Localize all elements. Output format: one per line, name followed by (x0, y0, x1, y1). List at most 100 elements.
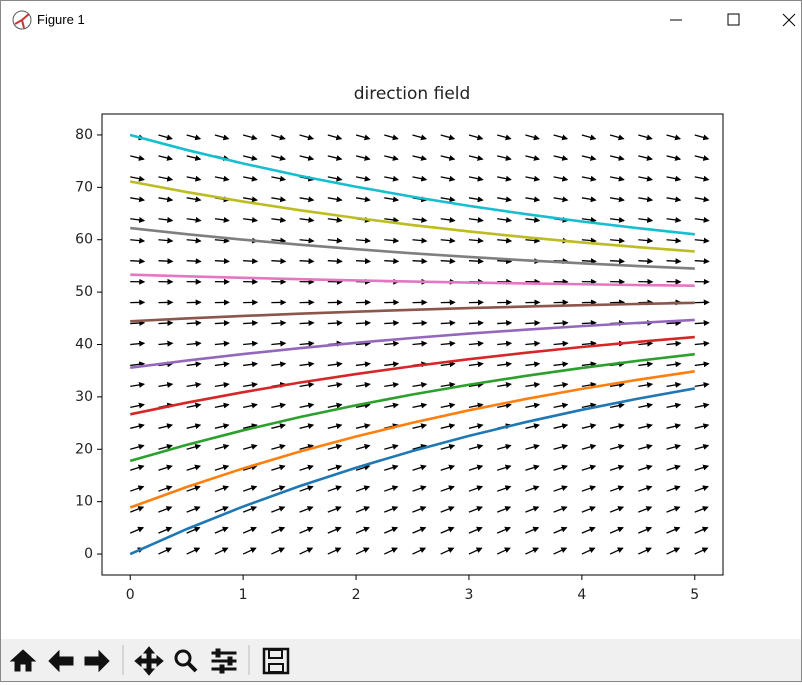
field-arrow (610, 466, 623, 470)
field-arrow (554, 364, 568, 366)
field-arrow (638, 198, 652, 200)
field-arrow (413, 135, 426, 139)
close-button[interactable] (783, 14, 795, 26)
field-arrow (130, 323, 144, 324)
field-arrow (356, 528, 369, 533)
field-arrow (667, 261, 681, 262)
field-arrow (130, 446, 143, 450)
field-arrow (187, 177, 201, 180)
y-tick-label: 80 (75, 127, 93, 143)
field-arrow (638, 135, 651, 139)
field-arrow (158, 323, 172, 324)
field-arrow (243, 135, 256, 139)
field-arrow (582, 446, 595, 450)
field-arrow (271, 323, 285, 324)
field-arrow (497, 198, 511, 200)
field-arrow (413, 528, 426, 533)
field-arrow (582, 219, 596, 221)
field-arrow (328, 425, 342, 428)
field-arrow (356, 384, 370, 386)
field-arrow (525, 384, 539, 386)
field-arrow (300, 198, 314, 200)
field-arrow (441, 156, 455, 159)
field-arrow (384, 364, 398, 366)
field-arrow (610, 446, 623, 450)
window-controls[interactable] (651, 1, 801, 39)
field-arrow (187, 156, 201, 159)
field-arrow (328, 384, 342, 386)
field-arrow (582, 240, 596, 241)
field-arrow (243, 156, 257, 159)
field-arrow (667, 343, 681, 344)
field-arrow (384, 487, 397, 492)
configure-button[interactable] (212, 649, 236, 673)
field-arrow (328, 507, 341, 512)
field-arrow (497, 219, 511, 221)
y-tick-label: 50 (75, 284, 93, 300)
field-arrow (187, 323, 201, 324)
zoom-button[interactable] (176, 651, 190, 665)
field-arrow (243, 343, 257, 344)
field-arrow (469, 323, 483, 324)
field-arrow (187, 507, 200, 512)
y-tick-label: 40 (75, 337, 93, 353)
field-arrow (271, 425, 285, 428)
field-arrow (554, 446, 567, 450)
field-arrow (300, 343, 314, 344)
field-arrow (328, 466, 341, 470)
field-arrow (441, 405, 455, 408)
field-arrow (497, 156, 511, 159)
field-arrow (328, 528, 341, 533)
field-arrow (158, 343, 172, 344)
field-arrow (356, 177, 370, 180)
field-arrow (667, 364, 681, 366)
field-arrow (271, 240, 285, 241)
back-button[interactable] (49, 651, 73, 671)
field-arrow (187, 240, 201, 241)
field-arrow (413, 384, 427, 386)
field-arrow (356, 261, 370, 262)
field-arrow (582, 548, 595, 554)
field-arrow (187, 548, 200, 554)
field-arrow (384, 507, 397, 512)
field-arrow (158, 528, 171, 533)
field-arrow (271, 177, 285, 180)
field-arrow (441, 219, 455, 221)
field-arrow (554, 487, 567, 492)
field-arrow (695, 240, 709, 241)
window-title: Figure 1 (37, 12, 85, 27)
field-arrow (638, 219, 652, 221)
field-arrow (582, 343, 596, 344)
field-arrow (525, 364, 539, 366)
field-arrow (497, 343, 511, 344)
field-arrow (554, 548, 567, 554)
field-arrow (356, 240, 370, 241)
field-arrow (300, 405, 314, 408)
field-arrow (215, 240, 229, 241)
home-button[interactable] (11, 650, 35, 671)
field-arrow (158, 425, 172, 428)
field-arrow (271, 343, 285, 344)
field-arrow (610, 240, 624, 241)
field-arrow (413, 425, 427, 428)
field-arrow (525, 405, 539, 408)
field-arrow (215, 507, 228, 512)
field-arrow (610, 261, 624, 262)
field-arrow (497, 466, 510, 470)
field-arrow (667, 466, 680, 470)
field-arrow (638, 261, 652, 262)
field-arrow (356, 507, 369, 512)
forward-button[interactable] (85, 651, 109, 671)
y-tick-label: 0 (84, 546, 93, 562)
field-arrow (243, 323, 257, 324)
field-arrow (158, 507, 171, 512)
field-arrow (441, 384, 455, 386)
field-arrow (300, 487, 313, 492)
save-button[interactable] (264, 649, 288, 673)
field-arrow (667, 135, 680, 139)
field-arrow (441, 198, 455, 200)
maximize-button[interactable] (728, 14, 739, 25)
pan-button[interactable] (135, 647, 163, 675)
toolbar (1, 639, 801, 681)
field-arrow (469, 548, 482, 554)
